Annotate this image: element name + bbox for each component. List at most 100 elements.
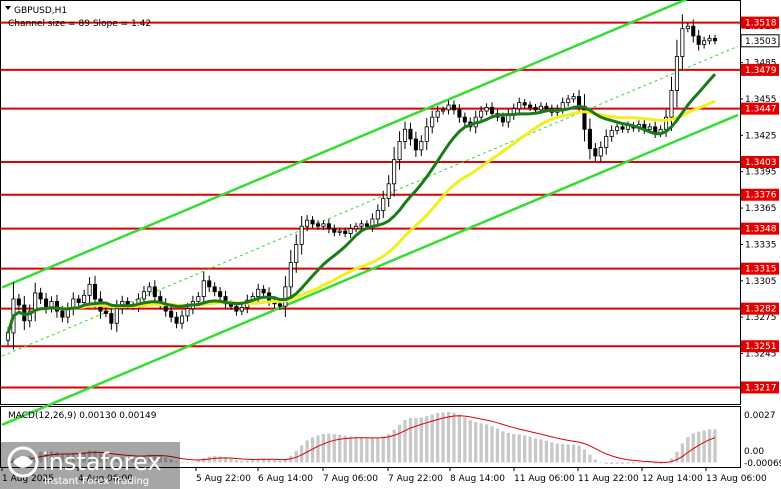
macd-histogram-bar — [174, 461, 179, 463]
macd-histogram-bar — [408, 417, 413, 463]
candle-body — [435, 110, 440, 118]
candle-body — [359, 223, 364, 227]
macd-histogram-bar — [251, 460, 255, 463]
candle-body — [451, 104, 456, 111]
instaforex-logo: instaforex Instant Forex Trading — [0, 442, 180, 489]
candle-body — [16, 298, 21, 306]
macd-histogram-bar — [147, 454, 152, 463]
candle-body — [430, 116, 435, 128]
level-tag — [741, 188, 779, 201]
macd-histogram-bar — [310, 437, 315, 463]
macd-tick-top: 0.0027 — [744, 411, 776, 421]
emblem-swoosh-icon — [13, 456, 33, 468]
macd-histogram-bar — [272, 459, 277, 463]
macd-histogram-bar — [490, 426, 494, 463]
macd-histogram-bar — [229, 458, 233, 463]
candle-body — [343, 230, 348, 234]
candle-body — [256, 288, 261, 297]
macd-histogram-bar — [528, 436, 532, 463]
macd-histogram-bar — [109, 456, 113, 463]
macd-histogram-bar — [680, 443, 685, 463]
macd-histogram-bar — [539, 439, 543, 463]
candle-body — [5, 332, 11, 341]
current-price-tag — [740, 34, 780, 48]
candle-body — [27, 310, 32, 322]
macd-histogram-bar — [707, 429, 712, 463]
candle-body — [615, 126, 620, 131]
macd-histogram-bar — [98, 452, 103, 463]
macd-tick-bottom: -0.00069 — [744, 459, 781, 469]
macd-histogram-bar — [316, 435, 320, 463]
candle-body — [114, 308, 119, 324]
macd-histogram-bar — [582, 449, 587, 463]
current-price-marker: 1.3503 — [740, 34, 780, 48]
macd-histogram-bar — [479, 423, 483, 463]
candle-body — [533, 107, 538, 111]
time-tick-label: 7 Aug 06:00 — [323, 474, 378, 484]
macd-histogram-bar — [71, 452, 75, 463]
macd-histogram-bar — [566, 444, 570, 463]
level-label: 1.3315 — [745, 265, 777, 275]
macd-histogram-bar — [169, 459, 173, 463]
candle-body — [712, 37, 718, 42]
candle-body — [424, 126, 429, 142]
macd-histogram-bar — [245, 460, 249, 463]
level-tag — [741, 156, 779, 168]
candle-body — [674, 56, 679, 91]
macd-histogram-bar — [446, 412, 451, 463]
price-tick-label: 1.3455 — [745, 95, 777, 105]
macd-histogram-bar — [620, 462, 625, 464]
macd-histogram-bar — [365, 438, 369, 463]
macd-histogram-bar — [126, 457, 130, 463]
macd-signal-line — [7, 415, 716, 463]
macd-histogram-bar — [283, 459, 287, 463]
watermark-brand: instaforex — [42, 448, 162, 476]
candle-body — [44, 298, 49, 308]
macd-histogram-bar — [702, 430, 706, 463]
macd-histogram-bar — [332, 434, 336, 463]
macd-tick-zero: 0.00 — [744, 447, 764, 457]
price-tick-label: 1.3425 — [745, 131, 777, 141]
macd-histogram-bar — [593, 459, 597, 463]
macd-histogram-bar — [387, 433, 391, 463]
candle-body — [315, 223, 321, 227]
channel-boundary — [1, 0, 688, 289]
macd-histogram-bar — [517, 434, 521, 463]
time-tick-label: 4 Aug 06:00 — [78, 474, 133, 484]
macd-histogram-bar — [484, 424, 489, 463]
macd-histogram-bar — [267, 459, 271, 463]
candle-body — [305, 219, 310, 227]
macd-histogram-bar — [419, 417, 423, 463]
candle-body — [152, 286, 157, 297]
macd-histogram-bar — [348, 436, 353, 463]
macd-histogram-bar — [11, 458, 16, 463]
symbol-title: GBPUSD,H1 — [14, 6, 67, 16]
macd-histogram-bar — [697, 431, 701, 463]
candle-body — [441, 109, 446, 112]
candle-body — [196, 296, 201, 302]
candle-body — [408, 128, 413, 140]
main-plot-frame — [0, 0, 741, 405]
macd-histogram-bar — [441, 412, 445, 463]
level-tag — [741, 262, 779, 275]
macd-histogram-bar — [77, 452, 81, 463]
price-tick-label: 1.3335 — [745, 240, 777, 250]
candle-body — [109, 313, 114, 324]
macd-histogram-bar — [686, 437, 690, 463]
macd-histogram-bar — [392, 429, 396, 463]
macd-histogram-bar — [185, 462, 190, 463]
candle-body — [38, 292, 43, 300]
candle-body — [169, 310, 174, 318]
collapse-triangle-icon[interactable] — [5, 6, 11, 10]
candle-body — [489, 107, 495, 114]
candle-body — [419, 140, 424, 151]
candle-body — [685, 25, 690, 30]
support-resistance-levels — [1, 21, 740, 389]
candle-body — [462, 116, 467, 123]
macd-histogram-bar — [115, 457, 119, 463]
candle-body — [92, 284, 98, 300]
candle-body — [479, 110, 484, 118]
macd-histogram-bar — [675, 451, 679, 463]
macd-histogram-bar — [648, 462, 652, 464]
candle-body — [413, 138, 418, 151]
